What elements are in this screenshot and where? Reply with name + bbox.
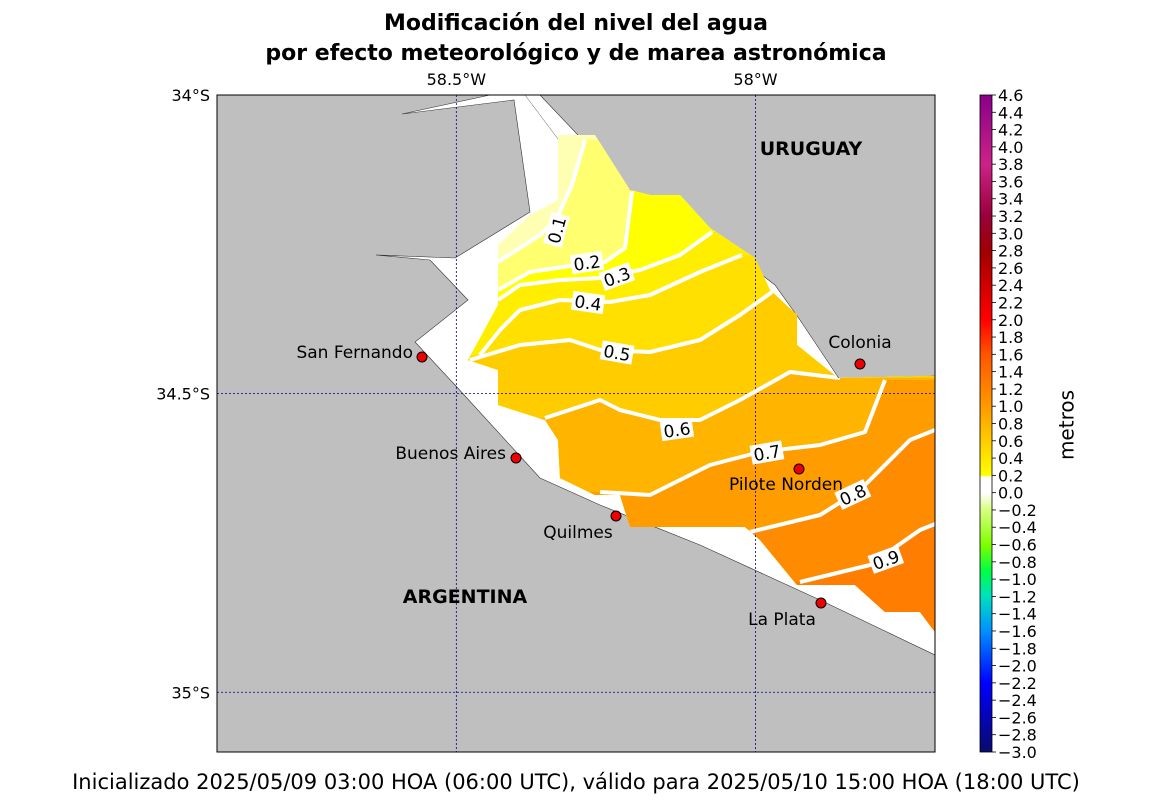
- colorbar-tick-label: 2.2: [998, 293, 1023, 312]
- colorbar-tick-label: 4.4: [998, 103, 1023, 122]
- contour-label-group: 0.4: [570, 290, 606, 316]
- colorbar-tick-label: 4.0: [998, 138, 1023, 157]
- colorbar-tick-label: 0.4: [998, 449, 1023, 468]
- colorbar-tick-label: −1.4: [998, 605, 1037, 624]
- contour-label-bg: [598, 262, 636, 291]
- contour-label-group: 0.2: [569, 250, 605, 276]
- colorbar-tick-label: −1.2: [998, 587, 1037, 606]
- city-marker: [610, 510, 622, 522]
- city-marker: [416, 351, 428, 363]
- lat-label: 35°S: [171, 683, 210, 702]
- contour-label-bg: [834, 479, 872, 510]
- colorbar: [979, 94, 993, 753]
- colorbar-tick-label: −2.8: [998, 726, 1037, 745]
- colorbar-tick-label: −0.8: [998, 553, 1037, 572]
- map-frame: [216, 94, 936, 753]
- city-marker: [510, 452, 522, 464]
- colorbar-tick-label: 2.4: [998, 276, 1023, 295]
- colorbar-tick-label: −3.0: [998, 743, 1037, 762]
- contour-label: 0.4: [573, 292, 603, 316]
- footer: Inicializado 2025/05/09 03:00 HOA (06:00…: [72, 770, 1080, 794]
- title-line: Modificación del nivel del agua: [384, 11, 768, 36]
- city-label: Buenos Aires: [395, 444, 506, 464]
- city-label: Quilmes: [543, 523, 613, 543]
- colorbar-tick-label: 3.6: [998, 172, 1023, 191]
- contour-label-bg: [543, 211, 570, 248]
- colorbar-tick-label: −1.8: [998, 639, 1037, 658]
- colorbar-tick-label: −2.6: [998, 708, 1037, 727]
- country-label: URUGUAY: [760, 138, 863, 160]
- city-label: Colonia: [828, 333, 891, 353]
- lon-label: 58°W: [733, 70, 777, 89]
- colorbar-tick-label: −2.2: [998, 674, 1037, 693]
- city-marker: [854, 358, 866, 370]
- graticule: [217, 95, 935, 752]
- contour-label-group: 0.7: [749, 440, 785, 466]
- contour-line: [496, 230, 714, 302]
- title-line: por efecto meteorológico y de marea astr…: [265, 41, 886, 66]
- colorbar-tick-label: 2.6: [998, 259, 1023, 278]
- colorbar-tick-label: 1.0: [998, 397, 1023, 416]
- city-label: La Plata: [748, 610, 816, 630]
- contour-label-bg: [570, 290, 606, 315]
- contour-label-bg: [867, 545, 905, 574]
- colorbar-tick-label: 4.2: [998, 121, 1023, 140]
- contour-label-group: 0.6: [659, 417, 695, 443]
- colorbar-tick-label: 3.4: [998, 190, 1023, 209]
- colorbar-tick-label: 0.0: [998, 484, 1023, 503]
- contour-label: 0.5: [602, 342, 632, 366]
- colorbar-tick-label: 3.2: [998, 207, 1023, 226]
- lat-label: 34°S: [171, 86, 210, 105]
- colorbar-tick-label: −0.4: [998, 518, 1037, 537]
- map-area: [217, 95, 935, 752]
- colorbar-tick-label: 1.4: [998, 363, 1023, 382]
- colorbar-tick-label: 0.2: [998, 466, 1023, 485]
- colorbar-tick-label: −1.0: [998, 570, 1037, 589]
- colorbar-tick-label: 2.8: [998, 242, 1023, 261]
- contour-label-group: 0.5: [599, 340, 635, 366]
- contour-label-bg: [749, 440, 785, 465]
- contour-label: 0.7: [752, 442, 782, 466]
- colorbar-tick-label: 3.8: [998, 155, 1023, 174]
- contour-label-bg: [569, 250, 605, 275]
- colorbar-tick-label: −0.2: [998, 501, 1037, 520]
- colorbar-label: metros: [1055, 390, 1079, 460]
- colorbar-tick-label: −2.0: [998, 657, 1037, 676]
- colorbar-tick-label: 0.6: [998, 432, 1023, 451]
- colorbar-tick-label: −1.6: [998, 622, 1037, 641]
- cities: San Fernando Buenos Aires Quilmes Coloni…: [296, 333, 891, 630]
- contour-label-bg: [659, 417, 695, 442]
- colorbar-tick-label: 3.0: [998, 224, 1023, 243]
- colorbar-tick-label: −2.4: [998, 691, 1037, 710]
- contour-label-bg: [599, 340, 635, 365]
- colorbar-tick-label: 2.0: [998, 311, 1023, 330]
- contour-label: 0.6: [662, 419, 692, 443]
- city-marker: [793, 463, 805, 475]
- colorbar-tick-label: 4.6: [998, 86, 1023, 105]
- colorbar-tick-label: 0.8: [998, 415, 1023, 434]
- lat-label: 34.5°S: [156, 385, 210, 404]
- colorbar-tick-label: −0.6: [998, 536, 1037, 555]
- colorbar-tick-label: 1.6: [998, 345, 1023, 364]
- city-label: Pilote Norden: [729, 475, 843, 495]
- lon-label: 58.5°W: [427, 70, 487, 89]
- city-marker: [815, 597, 827, 609]
- colorbar-tick-label: 1.2: [998, 380, 1023, 399]
- country-label: ARGENTINA: [403, 586, 528, 608]
- contour-label: 0.2: [572, 252, 602, 276]
- colorbar-tick-label: 1.8: [998, 328, 1023, 347]
- city-label: San Fernando: [296, 343, 413, 363]
